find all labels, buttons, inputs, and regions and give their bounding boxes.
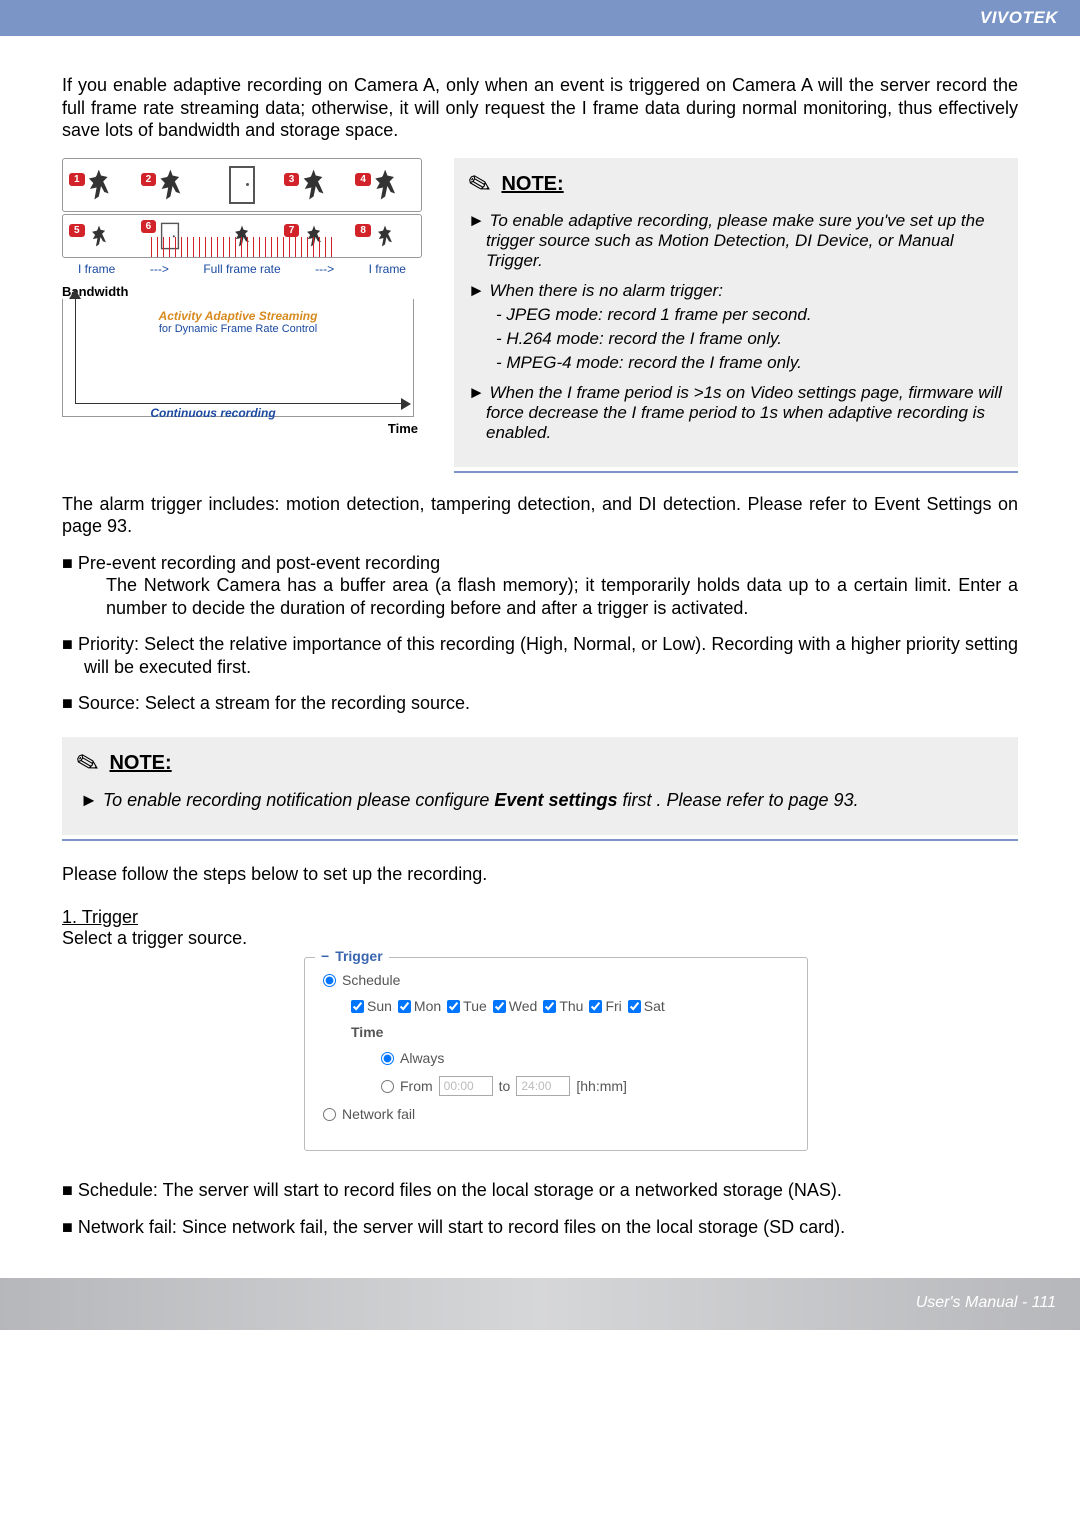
- schedule-label: Schedule: [342, 972, 400, 988]
- schedule-radio[interactable]: [323, 974, 336, 987]
- bandwidth-label: Bandwidth: [62, 284, 422, 299]
- days-row: Sun Mon Tue Wed Thu Fri Sat: [351, 998, 789, 1014]
- badge-3: 3: [284, 173, 300, 186]
- time-label: Time: [351, 1024, 383, 1040]
- note2-strong: Event settings: [494, 790, 617, 810]
- bullet-pre-event: ■ Pre-event recording and post-event rec…: [62, 552, 1018, 620]
- note1-item3: ► When the I frame period is >1s on Vide…: [486, 383, 1004, 443]
- follow-steps: Please follow the steps below to set up …: [62, 863, 1018, 886]
- to-time-input[interactable]: [516, 1076, 570, 1096]
- continuous-recording-label: Continuous recording: [63, 406, 363, 420]
- frame-label-row: I frame ---> Full frame rate ---> I fram…: [62, 260, 422, 276]
- runner-icon: [159, 170, 181, 200]
- day-tue-checkbox[interactable]: [447, 1000, 460, 1013]
- day-mon: Mon: [398, 998, 441, 1014]
- diagram-strip-top: 1 2 3 4: [62, 158, 422, 212]
- trigger-panel: −Trigger Schedule Sun Mon Tue Wed Thu Fr…: [304, 957, 808, 1151]
- pencil-icon: ✎: [72, 744, 103, 782]
- runner-icon: [377, 225, 392, 246]
- day-thu: Thu: [543, 998, 583, 1014]
- always-radio[interactable]: [381, 1052, 394, 1065]
- badge-8: 8: [355, 224, 371, 237]
- note-box-2: ✎ NOTE: ► To enable recording notificati…: [62, 737, 1018, 835]
- note-box-1: ✎ NOTE: ► To enable adaptive recording, …: [454, 158, 1018, 467]
- bullet-pre-event-body: The Network Camera has a buffer area (a …: [84, 574, 1018, 619]
- runner-icon: [374, 170, 396, 200]
- runner-icon: [91, 225, 106, 246]
- badge-7: 7: [284, 224, 300, 237]
- time-axis-label: Time: [62, 421, 422, 436]
- footer-text: User's Manual - 111: [916, 1294, 1056, 1312]
- page-footer: User's Manual - 111: [0, 1278, 1080, 1330]
- from-time-input[interactable]: [439, 1076, 493, 1096]
- note1-item2a: - JPEG mode: record 1 frame per second.: [506, 305, 1004, 325]
- day-tue: Tue: [447, 998, 487, 1014]
- bullet-priority: ■ Priority: Select the relative importan…: [62, 633, 1018, 678]
- diagram-note-row: 1 2 3 4 5 6 7 8 I frame ---> Fu: [62, 158, 1018, 475]
- badge-1: 1: [69, 173, 85, 186]
- diagram-strip-mid: 5 6 7 8: [62, 214, 422, 258]
- note-title: NOTE:: [501, 173, 563, 196]
- day-sun: Sun: [351, 998, 392, 1014]
- always-label: Always: [400, 1050, 444, 1066]
- page-header: VIVOTEK: [0, 0, 1080, 36]
- adaptive-l1: Activity Adaptive Streaming: [63, 309, 413, 323]
- badge-6: 6: [141, 220, 157, 233]
- day-thu-checkbox[interactable]: [543, 1000, 556, 1013]
- bullet-pre-event-title: ■ Pre-event recording and post-event rec…: [62, 553, 440, 573]
- note2-message: ► To enable recording notification pleas…: [76, 790, 1004, 811]
- from-radio[interactable]: [381, 1080, 394, 1093]
- hhmm-hint: [hh:mm]: [576, 1078, 627, 1094]
- bullet-source: ■ Source: Select a stream for the record…: [62, 692, 1018, 715]
- note1-item1: ► To enable adaptive recording, please m…: [486, 211, 1004, 271]
- page-content: If you enable adaptive recording on Came…: [0, 36, 1080, 1238]
- activity-diagram: 1 2 3 4 5 6 7 8 I frame ---> Fu: [62, 158, 422, 436]
- to-label: to: [499, 1078, 511, 1094]
- adaptive-l2: for Dynamic Frame Rate Control: [63, 323, 413, 335]
- day-mon-checkbox[interactable]: [398, 1000, 411, 1013]
- day-fri-checkbox[interactable]: [589, 1000, 602, 1013]
- brand-text: VIVOTEK: [980, 8, 1058, 28]
- note2-pre: ► To enable recording notification pleas…: [80, 790, 494, 810]
- network-fail-radio[interactable]: [323, 1108, 336, 1121]
- day-sun-checkbox[interactable]: [351, 1000, 364, 1013]
- iframe-left: I frame: [78, 262, 115, 276]
- note1-item2c: - MPEG-4 mode: record the I frame only.: [506, 353, 1004, 373]
- frame-ticks: [151, 237, 333, 257]
- runner-icon: [303, 170, 325, 200]
- network-fail-label: Network fail: [342, 1106, 415, 1122]
- bandwidth-graph: Activity Adaptive Streaming for Dynamic …: [62, 299, 414, 417]
- day-sat: Sat: [628, 998, 665, 1014]
- note2-divider: [62, 839, 1018, 841]
- pencil-icon: ✎: [464, 165, 495, 203]
- bullet-schedule: ■ Schedule: The server will start to rec…: [62, 1179, 1018, 1202]
- note1-item2: ► When there is no alarm trigger:: [486, 281, 1004, 301]
- door-icon: [229, 166, 255, 204]
- from-label: From: [400, 1078, 433, 1094]
- iframe-right: I frame: [369, 262, 406, 276]
- day-wed: Wed: [493, 998, 538, 1014]
- arrow-1: --->: [150, 262, 169, 276]
- note2-title: NOTE:: [109, 752, 171, 775]
- note2-post: first . Please refer to page 93.: [617, 790, 858, 810]
- bullet-network-fail: ■ Network fail: Since network fail, the …: [62, 1216, 1018, 1239]
- day-wed-checkbox[interactable]: [493, 1000, 506, 1013]
- runner-icon: [88, 170, 110, 200]
- trigger-legend: −Trigger: [315, 948, 389, 964]
- intro-paragraph: If you enable adaptive recording on Came…: [62, 74, 1018, 142]
- arrow-2: --->: [315, 262, 334, 276]
- step1-sub: Select a trigger source.: [62, 928, 1018, 949]
- note1-item2b: - H.264 mode: record the I frame only.: [506, 329, 1004, 349]
- day-fri: Fri: [589, 998, 621, 1014]
- badge-5: 5: [69, 224, 85, 237]
- day-sat-checkbox[interactable]: [628, 1000, 641, 1013]
- alarm-trigger-paragraph: The alarm trigger includes: motion detec…: [62, 493, 1018, 538]
- badge-2: 2: [141, 173, 157, 186]
- note-divider: [454, 471, 1018, 473]
- full-frame-rate: Full frame rate: [203, 262, 280, 276]
- note-column: ✎ NOTE: ► To enable adaptive recording, …: [454, 158, 1018, 475]
- step1-title: 1. Trigger: [62, 907, 1018, 928]
- badge-4: 4: [355, 173, 371, 186]
